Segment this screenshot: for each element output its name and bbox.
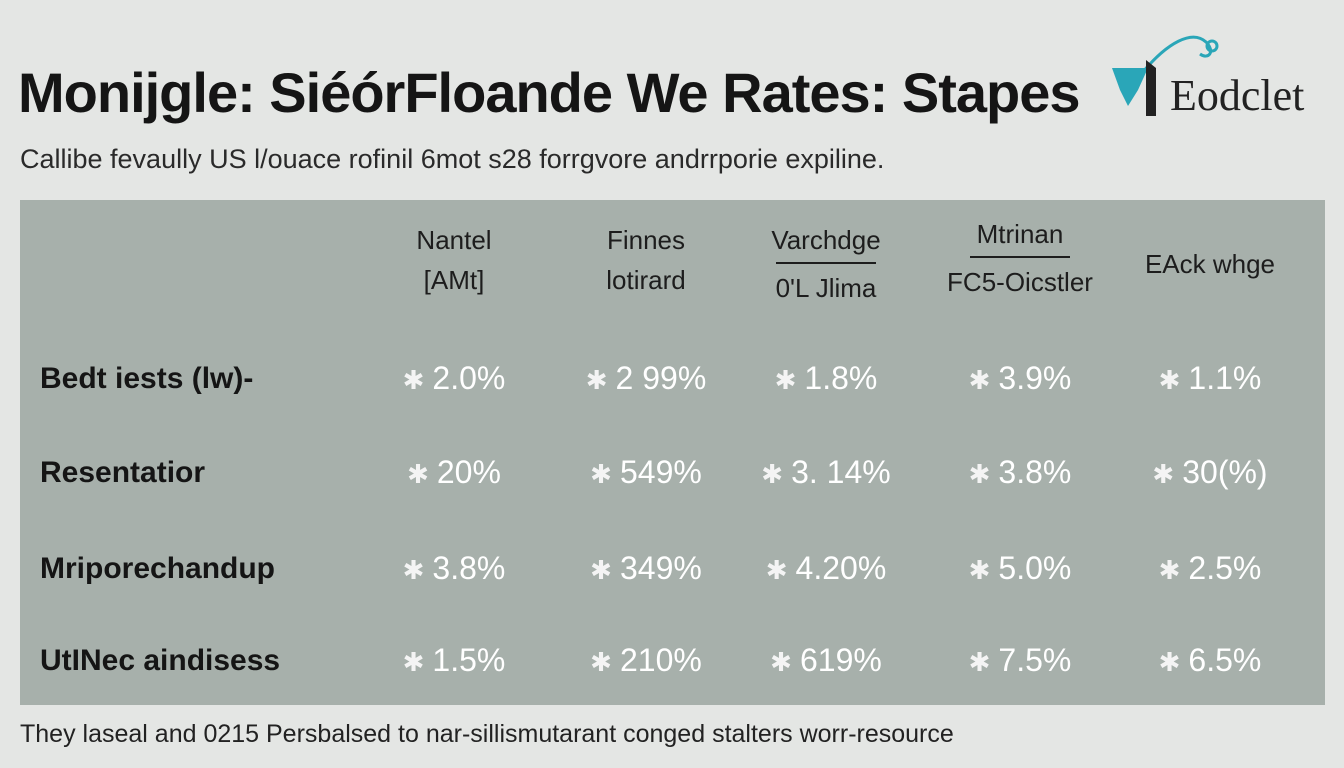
cell-value: 1.5% (432, 642, 506, 678)
page-title: Monijgle: SiéórFloande We Rates: Stapes (18, 61, 1081, 124)
shovel-lamp-icon (1112, 35, 1219, 116)
table-cell: ✱ 1.1% (1120, 360, 1300, 397)
star-marker-icon: ✱ (590, 555, 612, 585)
cell-value: 7.5% (998, 642, 1072, 678)
table-cell: ✱ 2.0% (364, 360, 544, 397)
star-marker-icon: ✱ (1152, 459, 1175, 489)
column-header-line: lotirard (606, 265, 686, 295)
cell-value: 20% (436, 454, 501, 490)
star-marker-icon: ✱ (770, 647, 792, 677)
cell-value: 3.8% (998, 454, 1072, 490)
column-header-line: [AMt] (423, 265, 485, 295)
star-marker-icon: ✱ (761, 459, 784, 489)
column-header: Varchdge 0'L Jlima (741, 220, 911, 308)
star-marker-icon: ✱ (1158, 647, 1181, 677)
cell-value: 5.0% (998, 550, 1072, 586)
row-label: Bedt iests (lw)- (40, 362, 254, 395)
row-label: UtINec aindisess (40, 644, 281, 677)
table-cell: ✱ 3. 14% (736, 454, 916, 491)
star-marker-icon: ✱ (774, 365, 797, 395)
star-marker-icon: ✱ (968, 365, 991, 395)
table-cell: ✱ 4.20% (736, 550, 916, 587)
row-label: Mriporechandup (40, 552, 276, 585)
column-header-line: EAck whge (1144, 249, 1276, 279)
subtitle: Callibe fevaully US l/ouace rofinil 6mot… (20, 144, 885, 174)
cell-value: 1.1% (1188, 360, 1262, 396)
star-marker-icon: ✱ (590, 459, 612, 489)
table-cell: ✱ 7.5% (930, 642, 1110, 679)
table-cell: ✱ 549% (556, 454, 736, 491)
column-header: EAck whge (1125, 244, 1295, 284)
row-label: Resentatior (40, 456, 206, 489)
star-marker-icon: ✱ (585, 365, 608, 395)
header-rule (776, 262, 876, 264)
cell-value: 619% (799, 642, 882, 678)
column-header: Finnes lotirard (561, 220, 731, 300)
cell-value: 3.9% (998, 360, 1072, 396)
column-header: Nantel [AMt] (369, 220, 539, 300)
table-cell: ✱ 349% (556, 550, 736, 587)
logo-wordmark: Eodclet (1170, 71, 1305, 120)
star-marker-icon: ✱ (968, 459, 991, 489)
star-marker-icon: ✱ (407, 459, 429, 489)
star-marker-icon: ✱ (402, 647, 425, 677)
brand-logo: Eodclet (1108, 20, 1338, 130)
star-marker-icon: ✱ (968, 555, 991, 585)
table-cell: ✱ 1.8% (736, 360, 916, 397)
column-header: Mtrinan FC5-Oicstler (935, 214, 1105, 302)
column-header-line: Mtrinan (976, 219, 1064, 249)
cell-value: 2 99% (615, 360, 707, 396)
cell-value: 349% (619, 550, 702, 586)
cell-value: 549% (619, 454, 702, 490)
column-header-line: Finnes (606, 225, 686, 255)
table-cell: ✱ 1.5% (364, 642, 544, 679)
star-marker-icon: ✱ (402, 555, 425, 585)
table-cell: ✱ 619% (736, 642, 916, 679)
cell-value: 3.8% (432, 550, 506, 586)
cell-value: 4.20% (795, 550, 887, 586)
table-cell: ✱ 3.8% (364, 550, 544, 587)
cell-value: 30(%) (1182, 454, 1268, 490)
cell-value: 210% (619, 642, 702, 678)
star-marker-icon: ✱ (1158, 555, 1181, 585)
table-cell: ✱ 30(%) (1120, 454, 1300, 491)
star-marker-icon: ✱ (1158, 365, 1181, 395)
table-cell: ✱ 20% (364, 454, 544, 491)
cell-value: 2.5% (1188, 550, 1262, 586)
column-header-line: Nantel (416, 225, 492, 255)
column-header-line: Varchdge (771, 225, 881, 255)
column-header-line: FC5-Oicstler (947, 267, 1093, 297)
cell-value: 6.5% (1188, 642, 1262, 678)
column-header-line: 0'L Jlima (775, 273, 877, 303)
cell-value: 1.8% (804, 360, 878, 396)
cell-value: 2.0% (432, 360, 506, 396)
cell-value: 3. 14% (791, 454, 891, 490)
table-cell: ✱ 3.9% (930, 360, 1110, 397)
star-marker-icon: ✱ (968, 647, 991, 677)
header-rule (970, 256, 1070, 258)
star-marker-icon: ✱ (402, 365, 425, 395)
star-marker-icon: ✱ (765, 555, 788, 585)
star-marker-icon: ✱ (590, 647, 612, 677)
table-cell: ✱ 3.8% (930, 454, 1110, 491)
rates-table: Nantel [AMt] Finnes lotirard Varchdge 0'L Jli… (20, 200, 1325, 705)
table-cell: ✱ 210% (556, 642, 736, 679)
footer-note: They laseal and 0215 Persbalsed to nar-s… (20, 720, 954, 748)
table-cell: ✱ 2 99% (556, 360, 736, 397)
table-cell: ✱ 6.5% (1120, 642, 1300, 679)
table-cell: ✱ 5.0% (930, 550, 1110, 587)
table-cell: ✱ 2.5% (1120, 550, 1300, 587)
